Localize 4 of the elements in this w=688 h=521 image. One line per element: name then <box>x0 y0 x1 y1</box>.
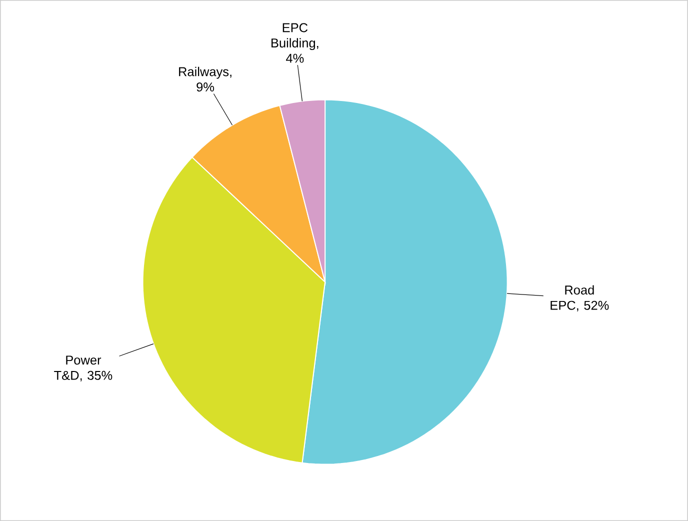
data-label: Power T&D, 35% <box>54 356 112 382</box>
data-label: EPC Building, 4% <box>272 23 318 63</box>
data-label: Railways, 9% <box>179 66 232 92</box>
data-label: Road EPC, 52% <box>550 285 609 312</box>
